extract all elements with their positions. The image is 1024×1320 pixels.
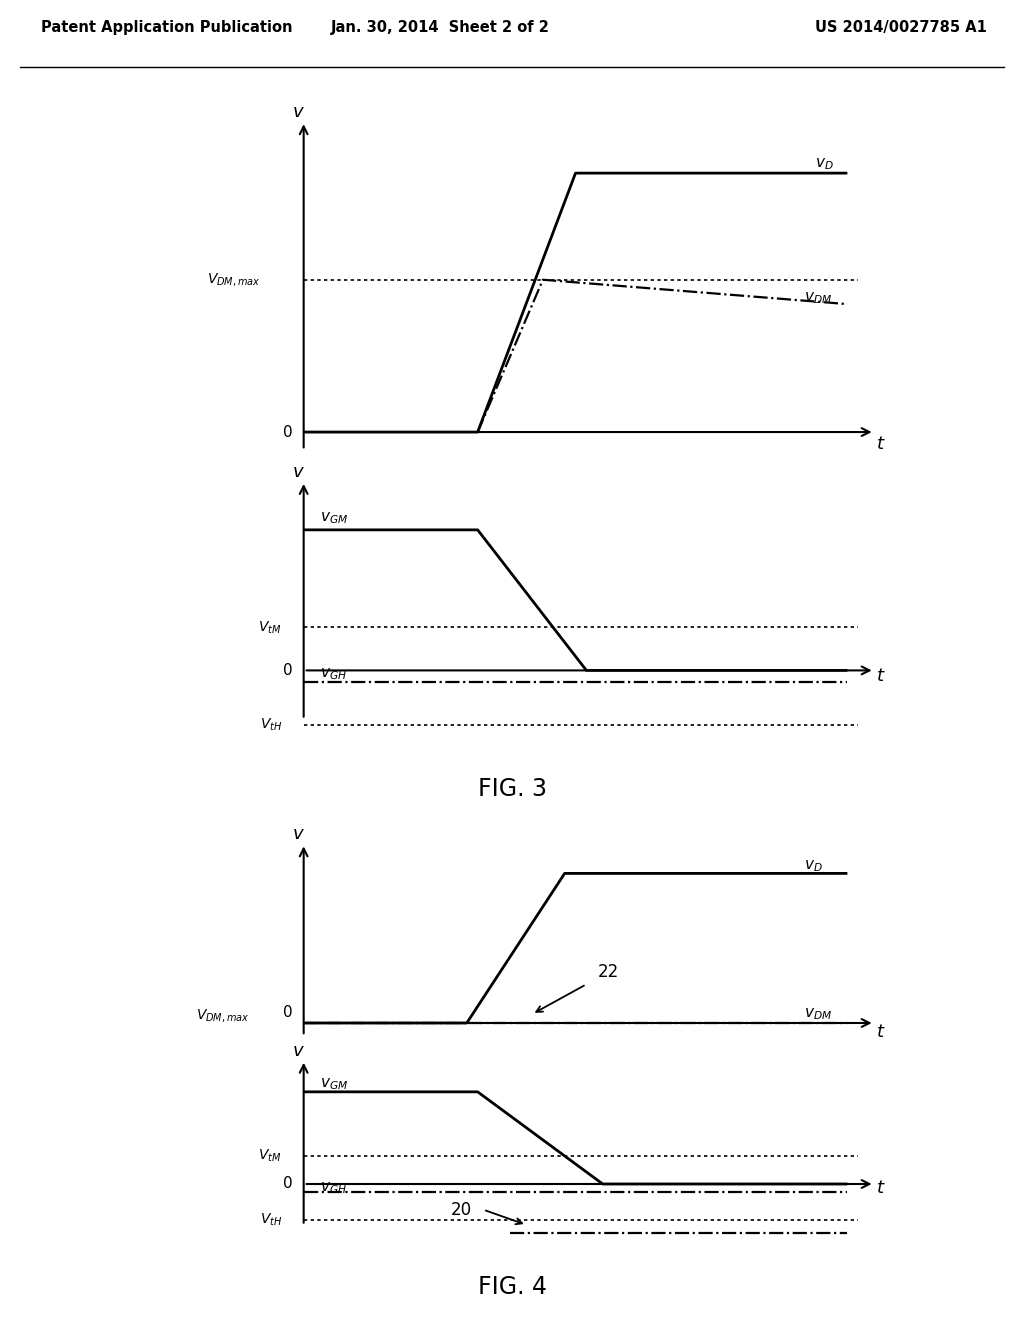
Text: Jan. 30, 2014  Sheet 2 of 2: Jan. 30, 2014 Sheet 2 of 2 [331, 20, 550, 36]
Text: v: v [293, 825, 303, 843]
Text: $v_{GM}$: $v_{GM}$ [319, 1076, 348, 1092]
Text: US 2014/0027785 A1: US 2014/0027785 A1 [815, 20, 987, 36]
Text: t: t [877, 1179, 884, 1197]
Text: t: t [877, 1023, 884, 1040]
Text: $v_D$: $v_D$ [804, 858, 822, 874]
Text: $v_{GM}$: $v_{GM}$ [319, 511, 348, 525]
Text: FIG. 3: FIG. 3 [477, 776, 547, 801]
Text: 0: 0 [284, 1005, 293, 1020]
Text: $v_D$: $v_D$ [815, 156, 834, 172]
Text: $V_{tH}$: $V_{tH}$ [259, 717, 282, 734]
Text: $v_{DM}$: $v_{DM}$ [804, 1006, 833, 1022]
Text: t: t [877, 668, 884, 685]
Text: 22: 22 [597, 962, 618, 981]
Text: $v_{GH}$: $v_{GH}$ [319, 667, 347, 682]
Text: 0: 0 [284, 425, 293, 440]
Text: 0: 0 [284, 1176, 293, 1192]
Text: $v_{GH}$: $v_{GH}$ [319, 1180, 347, 1196]
Text: v: v [293, 463, 303, 480]
Text: $V_{tM}$: $V_{tM}$ [258, 1147, 282, 1164]
Text: 0: 0 [284, 663, 293, 678]
Text: $V_{tH}$: $V_{tH}$ [259, 1212, 282, 1228]
Text: $v_{DM}$: $v_{DM}$ [804, 290, 833, 306]
Text: $V_{DM,max}$: $V_{DM,max}$ [196, 1007, 249, 1024]
Text: $V_{tM}$: $V_{tM}$ [258, 619, 282, 636]
Text: 20: 20 [452, 1201, 472, 1218]
Text: t: t [877, 436, 884, 453]
Text: v: v [293, 103, 303, 121]
Text: Patent Application Publication: Patent Application Publication [41, 20, 293, 36]
Text: v: v [293, 1041, 303, 1060]
Text: $V_{DM,max}$: $V_{DM,max}$ [207, 271, 260, 288]
Text: FIG. 4: FIG. 4 [477, 1275, 547, 1299]
